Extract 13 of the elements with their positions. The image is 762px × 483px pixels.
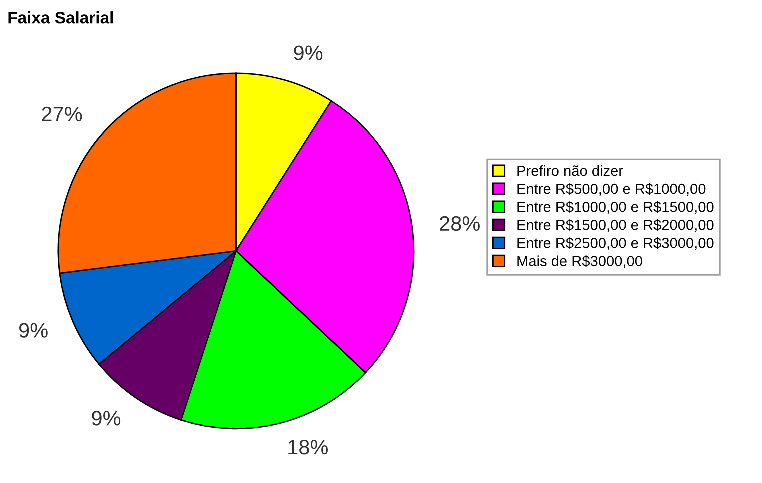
legend-label: Mais de R$3000,00 xyxy=(518,255,642,268)
data-label: 9% xyxy=(92,411,121,426)
chart-title: Faixa Salarial xyxy=(8,12,113,24)
data-label: 9% xyxy=(294,46,323,60)
legend-label: Entre R$1000,00 e R$1500,00 xyxy=(518,201,714,214)
legend-label: Entre R$500,00 e R$1000,00 xyxy=(518,183,706,196)
legend-label: Prefiro não dizer xyxy=(518,165,624,176)
data-label: 9% xyxy=(19,323,48,338)
legend-label: Entre R$2500,00 e R$3000,00 xyxy=(518,237,714,250)
data-label: 27% xyxy=(42,106,82,122)
data-label: 28% xyxy=(440,216,480,232)
data-label: 18% xyxy=(288,440,328,455)
legend-label: Entre R$1500,00 e R$2000,00 xyxy=(518,219,714,232)
